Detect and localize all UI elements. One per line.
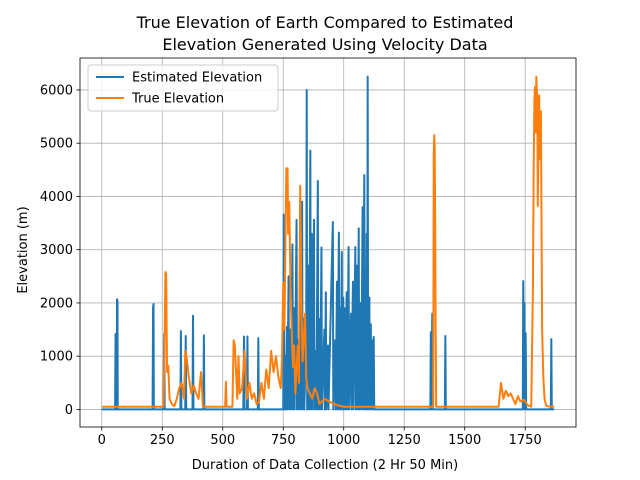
y-tick-label: 3000 bbox=[40, 243, 73, 258]
y-axis-label: Elevation (m) bbox=[16, 206, 31, 293]
y-tick-label: 1000 bbox=[40, 350, 73, 365]
y-tick-label: 5000 bbox=[40, 137, 73, 152]
x-tick-label: 1500 bbox=[448, 433, 481, 448]
x-tick-label: 1000 bbox=[327, 433, 360, 448]
x-tick-label: 250 bbox=[150, 433, 175, 448]
x-tick-label: 1750 bbox=[509, 433, 542, 448]
legend-label: Estimated Elevation bbox=[132, 71, 262, 86]
series-line-true-elevation bbox=[101, 75, 555, 408]
legend-box bbox=[87, 64, 279, 112]
x-tick-label: 750 bbox=[271, 433, 296, 448]
chart-title-line-2: Elevation Generated Using Velocity Data bbox=[162, 35, 487, 54]
legend: Estimated Elevation True Elevation bbox=[87, 64, 279, 112]
y-tick-label: 6000 bbox=[40, 83, 73, 98]
series-lines bbox=[101, 75, 555, 411]
series-line-estimated-elevation bbox=[101, 75, 555, 411]
chart-title-line-1: True Elevation of Earth Compared to Esti… bbox=[136, 13, 514, 32]
plot-frame bbox=[79, 57, 577, 428]
legend-label: True Elevation bbox=[131, 92, 224, 107]
x-tick-label: 500 bbox=[210, 433, 235, 448]
y-tick-label: 2000 bbox=[40, 296, 73, 311]
x-tick-label: 1250 bbox=[388, 433, 421, 448]
axis-ticks: 0 250 500 750 1000 1250 1500 1750 0 1000 2000 3000 4… bbox=[40, 83, 542, 448]
x-axis-label: Duration of Data Collection (2 Hr 50 Min… bbox=[192, 458, 458, 473]
y-tick-label: 4000 bbox=[40, 190, 73, 205]
x-tick-label: 0 bbox=[98, 433, 106, 448]
y-tick-label: 0 bbox=[65, 403, 73, 418]
